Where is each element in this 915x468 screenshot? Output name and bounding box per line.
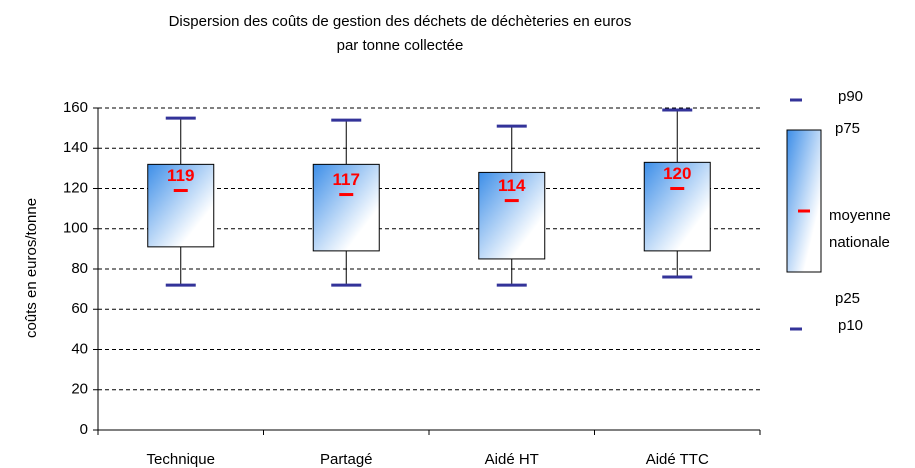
y-tick-label: 80 [71,260,88,277]
legend-label: p10 [838,317,863,334]
x-tick-label: Aidé HT [485,451,539,468]
legend-label: nationale [829,234,890,251]
x-tick-label: Aidé TTC [646,451,709,468]
mean-label: 114 [498,176,526,195]
legend-label: p75 [835,120,860,137]
y-axis-label: coûts en euros/tonne [23,198,40,338]
chart-title: par tonne collectée [337,37,464,54]
box [312,163,380,252]
legend-label: p90 [838,88,863,105]
legend-label: p25 [835,290,860,307]
y-tick-label: 60 [71,300,88,317]
x-tick-label: Technique [147,451,215,468]
y-tick-label: 20 [71,381,88,398]
y-tick-label: 160 [63,99,88,116]
legend-label: moyenne [829,207,891,224]
mean-label: 117 [333,170,360,189]
legend-box [786,129,822,273]
y-tick-label: 0 [80,421,88,438]
y-tick-label: 40 [71,340,88,357]
y-tick-label: 140 [63,139,88,156]
box [147,163,215,248]
mean-label: 120 [663,164,691,183]
x-tick-label: Partagé [320,451,373,468]
chart-title: Dispersion des coûts de gestion des déch… [169,13,632,30]
y-tick-label: 100 [63,220,88,237]
y-tick-label: 120 [63,179,88,196]
box [478,171,546,260]
mean-label: 119 [167,166,194,185]
box [643,161,711,252]
